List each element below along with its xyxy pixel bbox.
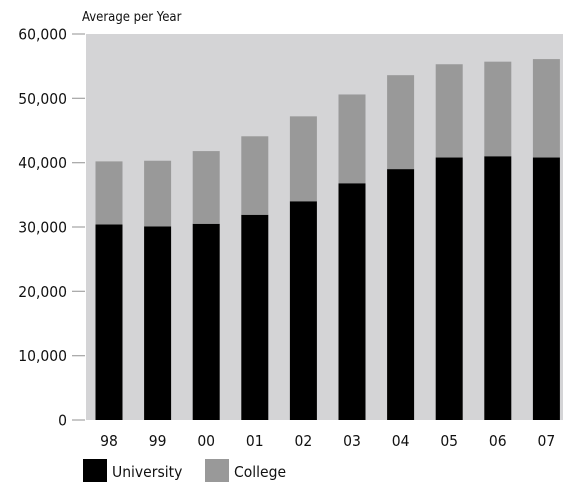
y-tick-label: 50,000 — [18, 90, 67, 108]
x-tick-label: 04 — [392, 432, 410, 450]
bar-college-04 — [387, 75, 415, 170]
legend-label-college: College — [234, 463, 286, 481]
y-tick-label: 20,000 — [18, 283, 67, 301]
bar-university-07 — [532, 157, 560, 420]
bar-university-00 — [192, 223, 220, 420]
x-axis-ticks: 98 99 00 01 02 03 04 05 06 07 — [100, 432, 555, 450]
bar-university-01 — [241, 214, 269, 420]
x-tick-label: 06 — [489, 432, 507, 450]
x-tick-label: 99 — [149, 432, 167, 450]
x-tick-label: 05 — [440, 432, 458, 450]
legend-swatch-university — [83, 459, 107, 482]
bar-college-00 — [192, 151, 220, 224]
bar-university-06 — [484, 156, 512, 420]
y-tick-label: 30,000 — [18, 219, 67, 237]
y-axis-ticks: 0 10,000 20,000 30,000 40,000 50,000 60,000 — [18, 26, 85, 430]
bar-college-05 — [435, 64, 463, 158]
x-tick-label: 02 — [295, 432, 313, 450]
bar-college-07 — [532, 59, 560, 158]
bar-college-02 — [289, 116, 317, 202]
bar-college-98 — [95, 161, 123, 225]
x-tick-label: 07 — [538, 432, 556, 450]
bar-university-04 — [387, 169, 415, 420]
bar-university-02 — [289, 201, 317, 420]
y-tick-label: 0 — [58, 412, 67, 430]
x-tick-label: 01 — [246, 432, 264, 450]
y-axis-unit-label: Average per Year — [82, 10, 182, 25]
x-tick-label: 98 — [100, 432, 118, 450]
y-tick-label: 40,000 — [18, 154, 67, 172]
legend: University College — [83, 459, 286, 482]
x-tick-label: 03 — [343, 432, 361, 450]
bar-university-03 — [338, 183, 366, 420]
y-tick-label: 10,000 — [18, 347, 67, 365]
bar-university-99 — [144, 226, 172, 420]
legend-swatch-college — [205, 459, 229, 482]
bar-college-01 — [241, 136, 269, 215]
bar-university-98 — [95, 224, 123, 420]
bar-college-99 — [144, 160, 172, 227]
bar-college-06 — [484, 61, 512, 157]
bar-university-05 — [435, 157, 463, 420]
bars — [95, 59, 560, 420]
legend-label-university: University — [112, 463, 182, 481]
y-tick-label: 60,000 — [18, 26, 67, 44]
x-tick-label: 00 — [197, 432, 215, 450]
bar-college-03 — [338, 94, 366, 184]
